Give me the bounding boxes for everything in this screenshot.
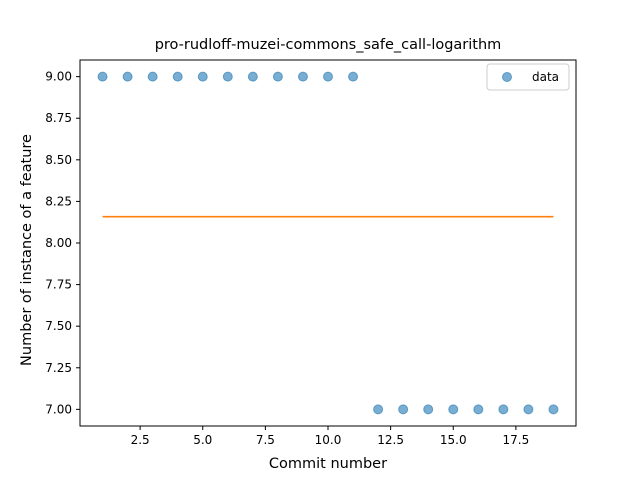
data-point bbox=[222, 71, 233, 82]
data-point bbox=[373, 404, 384, 415]
legend-box bbox=[486, 63, 570, 91]
y-tick-label: 7.25 bbox=[45, 361, 72, 375]
data-point bbox=[297, 71, 308, 82]
data-point bbox=[323, 71, 333, 82]
series-layer bbox=[97, 71, 559, 415]
data-point bbox=[348, 71, 359, 82]
y-tick-label: 8.75 bbox=[45, 111, 72, 125]
y-tick-label: 7.75 bbox=[45, 278, 72, 292]
y-tick-label: 7.50 bbox=[45, 319, 72, 333]
x-axis-label: Commit number bbox=[269, 456, 387, 472]
x-tick-label: 7.5 bbox=[256, 433, 275, 447]
y-axis: 7.00 7.25 7.50 7.75 8.00 8.25 8.50 8.75 9.00 bbox=[45, 70, 80, 416]
data-point bbox=[147, 71, 158, 82]
data-point bbox=[473, 404, 484, 415]
y-axis-label: Number of instance of a feature bbox=[19, 134, 35, 366]
chart-title: pro-rudloff-muzei-commons_safe_call-loga… bbox=[155, 37, 502, 53]
data-point bbox=[398, 404, 409, 415]
legend-label: data bbox=[532, 70, 559, 84]
data-point bbox=[423, 404, 434, 415]
x-tick-label: 15.0 bbox=[440, 433, 467, 447]
data-point bbox=[523, 404, 534, 415]
data-point bbox=[122, 71, 133, 82]
x-tick-label: 12.5 bbox=[377, 433, 404, 447]
data-point bbox=[272, 71, 283, 82]
x-axis: 2.5 5.0 7.5 10.0 12.5 15.0 17.5 bbox=[131, 426, 530, 447]
x-tick-label: 17.5 bbox=[503, 433, 530, 447]
y-tick-label: 7.00 bbox=[45, 402, 72, 416]
x-tick-label: 2.5 bbox=[131, 433, 150, 447]
data-point bbox=[548, 404, 559, 415]
data-point bbox=[247, 71, 258, 82]
legend-marker bbox=[502, 72, 512, 82]
y-tick-label: 8.50 bbox=[45, 153, 72, 167]
data-point bbox=[197, 71, 208, 82]
x-tick-label: 5.0 bbox=[193, 433, 212, 447]
y-tick-label: 9.00 bbox=[45, 70, 72, 84]
data-point bbox=[448, 404, 459, 415]
data-point bbox=[172, 71, 183, 82]
legend: data bbox=[486, 63, 570, 91]
y-tick-label: 8.00 bbox=[45, 236, 72, 250]
data-point bbox=[498, 404, 509, 415]
y-tick-label: 8.25 bbox=[45, 194, 72, 208]
data-point bbox=[97, 71, 108, 82]
x-tick-label: 10.0 bbox=[315, 433, 342, 447]
